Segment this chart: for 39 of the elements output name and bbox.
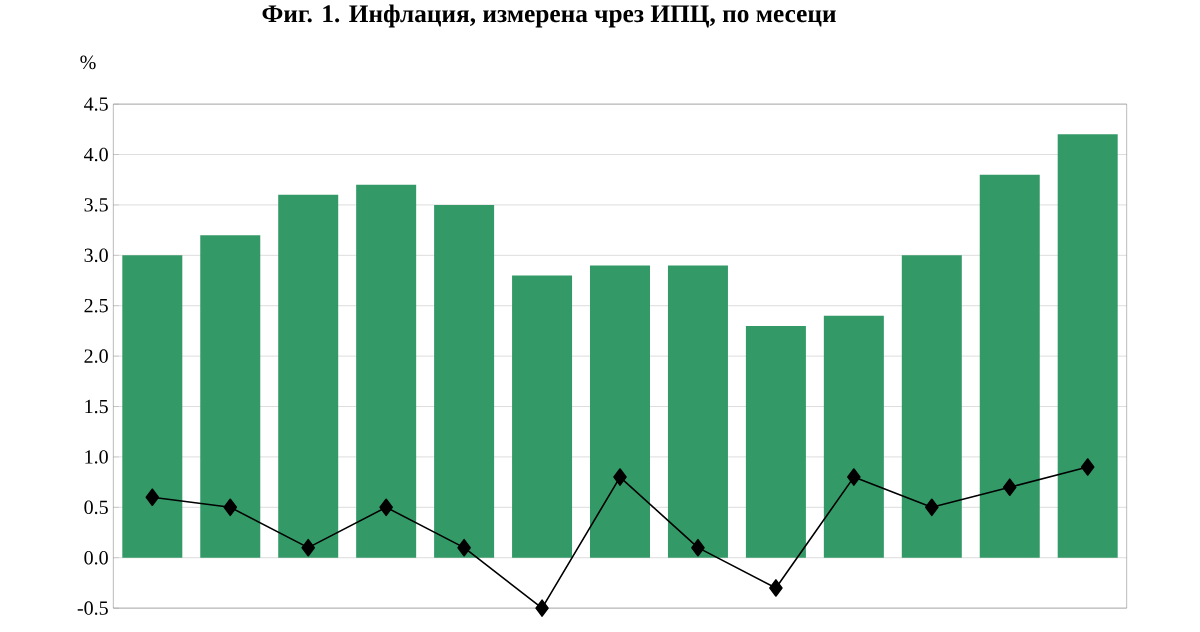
bar (356, 184, 417, 558)
y-tick-label: 2.5 (84, 298, 108, 313)
bar (434, 204, 495, 558)
y-tick-label: 4.0 (84, 147, 108, 162)
bar (667, 265, 728, 558)
point (691, 538, 705, 557)
point (457, 538, 471, 557)
bar (1057, 134, 1118, 558)
point (769, 579, 783, 597)
point (925, 498, 939, 517)
y-tick-label: 1.0 (85, 450, 108, 464)
bar (745, 325, 806, 558)
bar (901, 255, 962, 558)
point (145, 488, 160, 506)
bar (823, 315, 884, 558)
bar (122, 255, 183, 558)
point (1080, 458, 1095, 476)
point (535, 599, 549, 617)
bar (278, 194, 339, 558)
bar (979, 174, 1040, 558)
y-tick-label: 3.0 (84, 248, 108, 263)
point (301, 538, 316, 557)
y-tick-label: -0.5 (77, 601, 108, 615)
point (379, 498, 393, 517)
y-tick-label: 2.0 (84, 349, 108, 363)
bar (590, 265, 650, 558)
point (847, 468, 861, 486)
bar (200, 235, 261, 558)
point (1002, 478, 1017, 496)
y-tick-label: 1.5 (85, 399, 108, 414)
y-tick-label: 0.0 (84, 550, 108, 565)
y-tick-label: 3.5 (84, 198, 108, 212)
y-tick-label: 0.5 (84, 500, 108, 515)
bar (512, 275, 573, 558)
point (223, 498, 238, 517)
y-tick-label: 4.5 (84, 97, 108, 111)
chart-title: Фиг. 1. Инфлация, измерена чрез ИПЦ, по месеци (262, 4, 836, 28)
y-axis-title: % (80, 55, 96, 70)
point (613, 468, 627, 486)
